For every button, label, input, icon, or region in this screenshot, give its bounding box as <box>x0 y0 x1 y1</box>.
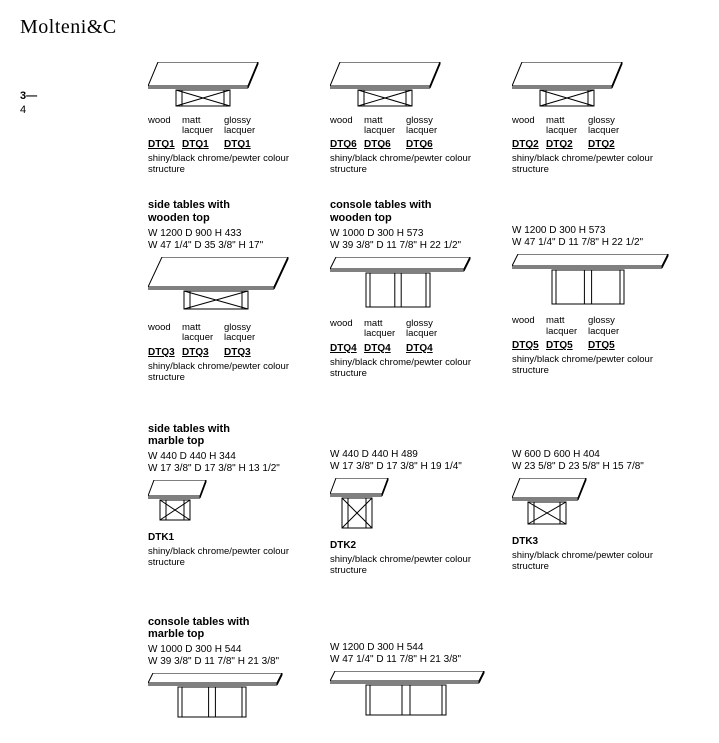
finish-labels: wood mattlacquer glossylacquer <box>512 316 682 337</box>
product-codes: DTQ6 DTQ6 DTQ6 <box>330 139 500 150</box>
dimensions-mm: W 440 D 440 H 489 <box>330 449 500 460</box>
table-drawing <box>148 480 318 526</box>
table-drawing <box>330 62 500 110</box>
finish-labels: wood mattlacquer glossylacquer <box>330 319 500 340</box>
section-title: console tables withmarble top <box>148 616 318 641</box>
product-code: DTK3 <box>512 536 682 547</box>
product-code: DTK2 <box>330 540 500 551</box>
product-codes: DTQ5 DTQ5 DTQ5 <box>512 340 682 351</box>
product-codes: DTQ3 DTQ3 DTQ3 <box>148 347 318 358</box>
structure-note: shiny/black chrome/pewter colour structu… <box>148 153 318 175</box>
structure-note: shiny/black chrome/pewter colour structu… <box>512 153 682 175</box>
product-cell: W 600 D 600 H 404 W 23 5/8" D 23 5/8" H … <box>512 423 682 576</box>
dimensions-mm: W 1000 D 300 H 544 <box>148 644 318 655</box>
dimensions-mm: W 1000 D 300 H 573 <box>330 228 500 239</box>
dimensions-mm: W 1200 D 300 H 573 <box>512 225 682 236</box>
page-number: 3— 4 <box>20 89 117 118</box>
structure-note: shiny/black chrome/pewter colour structu… <box>148 361 318 383</box>
product-cell: console tables withwooden top W 1000 D 3… <box>330 199 500 382</box>
dimensions-mm: W 1200 D 900 H 433 <box>148 228 318 239</box>
product-codes: DTQ4 DTQ4 DTQ4 <box>330 343 500 354</box>
finish-labels: wood mattlacquer glossylacquer <box>512 116 682 137</box>
structure-note: shiny/black chrome/pewter colour structu… <box>330 357 500 379</box>
table-drawing <box>148 257 318 317</box>
product-cell: wood mattlacquer glossylacquer DTQ1 DTQ1… <box>148 62 318 176</box>
dimensions-mm: W 1200 D 300 H 544 <box>330 642 500 653</box>
product-cell: W 1200 D 300 H 544 W 47 1/4" D 11 7/8" H… <box>330 616 500 727</box>
dimensions-mm: W 440 D 440 H 344 <box>148 451 318 462</box>
dimensions-in: W 23 5/8" D 23 5/8" H 15 7/8" <box>512 461 682 472</box>
product-row-2: side tables withwooden top W 1200 D 900 … <box>148 199 699 382</box>
structure-note: shiny/black chrome/pewter colour structu… <box>330 153 500 175</box>
product-cell: side tables withwooden top W 1200 D 900 … <box>148 199 318 382</box>
product-codes: DTQ2 DTQ2 DTQ2 <box>512 139 682 150</box>
table-drawing <box>512 478 682 530</box>
dimensions-in: W 47 1/4" D 35 3/8" H 17" <box>148 240 318 251</box>
product-codes: DTQ1 DTQ1 DTQ1 <box>148 139 318 150</box>
product-cell: side tables withmarble top W 440 D 440 H… <box>148 423 318 576</box>
product-cell: console tables withmarble top W 1000 D 3… <box>148 616 318 727</box>
structure-note: shiny/black chrome/pewter colour structu… <box>148 546 318 568</box>
product-cell: W 1200 D 300 H 573 W 47 1/4" D 11 7/8" H… <box>512 199 682 382</box>
product-cell: wood mattlacquer glossylacquer DTQ2 DTQ2… <box>512 62 682 176</box>
product-cell: W 440 D 440 H 489 W 17 3/8" D 17 3/8" H … <box>330 423 500 576</box>
table-drawing <box>512 62 682 110</box>
table-drawing <box>330 671 500 719</box>
product-row-1: wood mattlacquer glossylacquer DTQ1 DTQ1… <box>148 62 699 176</box>
product-code: DTK1 <box>148 532 318 543</box>
section-title: side tables withwooden top <box>148 199 318 224</box>
table-drawing <box>330 478 500 534</box>
dimensions-in: W 39 3/8" D 11 7/8" H 21 3/8" <box>148 656 318 667</box>
product-cell: wood mattlacquer glossylacquer DTQ6 DTQ6… <box>330 62 500 176</box>
dimensions-in: W 17 3/8" D 17 3/8" H 19 1/4" <box>330 461 500 472</box>
finish-labels: wood mattlacquer glossylacquer <box>148 116 318 137</box>
dimensions-in: W 47 1/4" D 11 7/8" H 21 3/8" <box>330 654 500 665</box>
page-active: 3— <box>20 89 117 103</box>
table-drawing <box>512 254 682 310</box>
table-drawing <box>330 257 500 313</box>
dimensions-in: W 47 1/4" D 11 7/8" H 22 1/2" <box>512 237 682 248</box>
section-title: console tables withwooden top <box>330 199 500 224</box>
table-drawing <box>148 62 318 110</box>
page-other: 4 <box>20 103 117 117</box>
structure-note: shiny/black chrome/pewter colour structu… <box>512 354 682 376</box>
dimensions-in: W 17 3/8" D 17 3/8" H 13 1/2" <box>148 463 318 474</box>
finish-labels: wood mattlacquer glossylacquer <box>148 323 318 344</box>
product-row-4: console tables withmarble top W 1000 D 3… <box>148 616 699 727</box>
structure-note: shiny/black chrome/pewter colour structu… <box>330 554 500 576</box>
table-drawing <box>148 673 318 721</box>
product-row-3: side tables withmarble top W 440 D 440 H… <box>148 423 699 576</box>
dimensions-in: W 39 3/8" D 11 7/8" H 22 1/2" <box>330 240 500 251</box>
brand-logo: Molteni&C <box>20 16 117 39</box>
finish-labels: wood mattlacquer glossylacquer <box>330 116 500 137</box>
dimensions-mm: W 600 D 600 H 404 <box>512 449 682 460</box>
structure-note: shiny/black chrome/pewter colour structu… <box>512 550 682 572</box>
section-title: side tables withmarble top <box>148 423 318 448</box>
